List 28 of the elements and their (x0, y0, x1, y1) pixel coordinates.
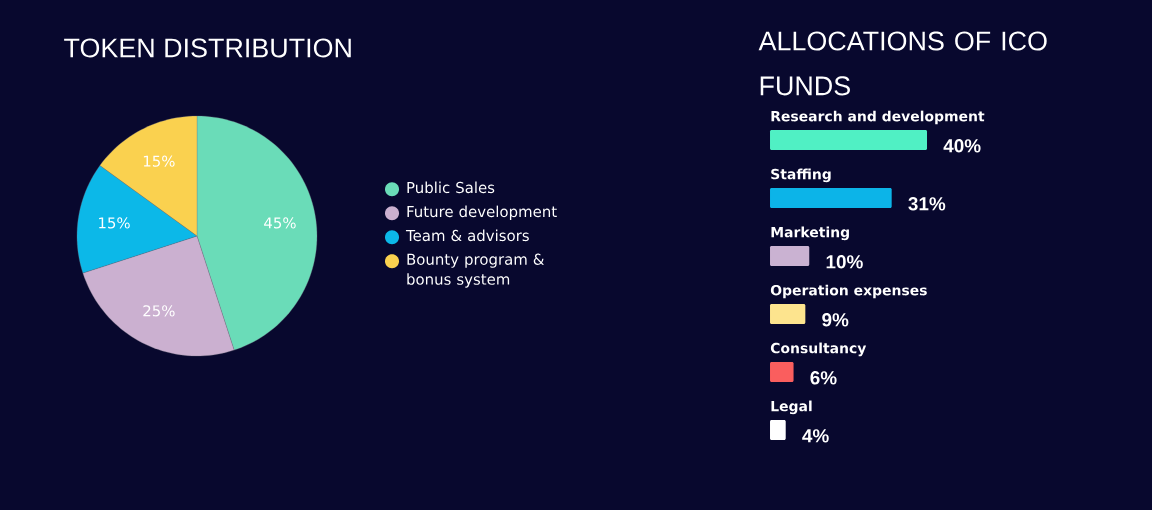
legend-label: Future development (407, 205, 557, 221)
y-tick-label: Staffing (771, 168, 831, 183)
data-label: 6% (810, 371, 837, 385)
data-label: 25% (143, 305, 175, 317)
chart-title: TOKEN DISTRIBUTION (64, 38, 351, 58)
y-tick-label: Legal (771, 400, 812, 415)
y-tick-label: Operation expenses (770, 284, 927, 299)
data-label: 40% (943, 139, 981, 153)
legend-label: Public Sales (407, 181, 495, 194)
bar (770, 246, 810, 266)
bar (770, 362, 794, 382)
data-label: 45% (264, 217, 296, 229)
y-tick-label: Research and development (771, 110, 985, 125)
data-label: 15% (99, 217, 130, 229)
bar (770, 130, 928, 150)
legend-label: Team & advisors (405, 229, 529, 242)
data-label: 15% (143, 155, 175, 167)
y-tick-label: Marketing (771, 226, 849, 241)
bar (770, 304, 806, 324)
bar (770, 420, 786, 440)
data-label: 4% (802, 429, 829, 443)
data-label: 10% (826, 255, 863, 269)
data-label: 9% (822, 313, 849, 327)
data-label: 31% (908, 197, 946, 211)
y-tick-label: Consultancy (770, 342, 867, 357)
bar (770, 188, 892, 208)
chart-title: ALLOCATIONS OF ICO FUNDS (758, 31, 1047, 96)
legend-label: Bounty program & bonus system (407, 253, 544, 288)
